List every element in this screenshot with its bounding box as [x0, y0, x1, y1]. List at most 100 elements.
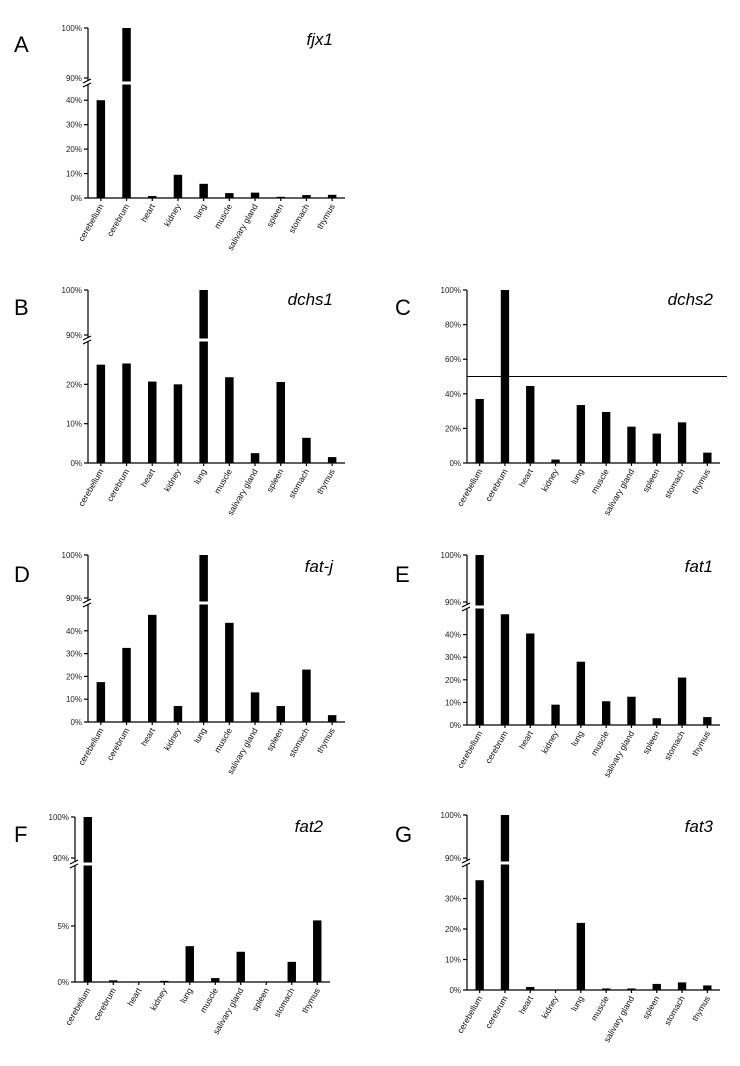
x-tick-label: cerebrum [483, 994, 510, 1030]
x-tick-label: stomach [662, 729, 687, 762]
y-tick-label: 30% [445, 653, 461, 662]
y-tick-label: 60% [445, 355, 461, 364]
y-tick-label: 20% [66, 380, 82, 389]
bar [601, 411, 611, 463]
y-tick-label: 20% [66, 672, 82, 681]
y-tick-label: 100% [62, 286, 82, 295]
x-tick-label: muscle [589, 994, 611, 1023]
x-tick-label: cerebrum [483, 467, 510, 503]
y-tick-label: 10% [66, 420, 82, 429]
axis-break-gap [463, 861, 471, 865]
bar [199, 608, 208, 722]
bar [652, 983, 661, 990]
x-tick-label: lung [192, 202, 209, 221]
y-tick-label: 40% [66, 96, 82, 105]
x-tick-label: heart [139, 725, 158, 747]
x-tick-label: thymus [300, 986, 322, 1015]
bar [83, 870, 92, 982]
y-tick-label: 0% [70, 718, 82, 727]
bar [526, 633, 535, 725]
x-tick-label: kidney [162, 466, 183, 493]
bar [185, 946, 194, 982]
bar [148, 614, 157, 722]
x-tick-label: stomach [286, 467, 311, 500]
axis-break-gap [71, 862, 79, 866]
panel-letter: A [14, 32, 29, 57]
bar [627, 696, 636, 725]
x-tick-label: cerebellum [455, 467, 484, 508]
x-tick-label: spleen [250, 986, 271, 1013]
x-tick-label: cerebellum [63, 986, 92, 1027]
bar [96, 100, 106, 198]
y-tick-label: 90% [66, 594, 82, 603]
bar [236, 951, 245, 982]
axis-break-mark [82, 82, 92, 88]
y-tick-label: 90% [66, 74, 82, 83]
x-tick-label: thymus [690, 467, 712, 496]
bar [327, 457, 337, 463]
bar [601, 701, 611, 725]
bar [677, 677, 687, 725]
y-tick-label: 0% [449, 459, 461, 468]
bar [225, 377, 234, 463]
bar [526, 386, 535, 463]
panel-letter: F [14, 822, 27, 847]
axis-break-mark [82, 335, 92, 341]
x-tick-label: muscle [212, 467, 234, 496]
bar [199, 183, 208, 198]
bar [160, 980, 169, 982]
x-tick-label: heart [125, 985, 144, 1007]
bar [173, 384, 183, 463]
bar [287, 961, 296, 982]
bar [327, 194, 337, 198]
x-tick-label: thymus [315, 726, 337, 755]
bar [211, 978, 220, 982]
bar [83, 817, 92, 858]
bar [327, 715, 337, 722]
x-tick-label: cerebellum [76, 467, 105, 508]
bar-break-line [82, 862, 93, 866]
bar [250, 692, 260, 722]
bar [652, 718, 661, 725]
bar-break-line [198, 338, 209, 342]
bar [627, 988, 636, 990]
y-tick-label: 100% [49, 813, 69, 822]
bar [551, 704, 560, 725]
y-tick-label: 100% [441, 551, 461, 560]
x-tick-label: stomach [662, 994, 687, 1027]
x-tick-label: cerebrum [105, 467, 132, 503]
y-tick-label: 10% [445, 698, 461, 707]
bar [500, 868, 510, 990]
x-tick-label: spleen [640, 729, 661, 756]
y-tick-label: 0% [57, 978, 69, 987]
y-tick-label: 10% [66, 695, 82, 704]
axis-break-gap [84, 81, 92, 85]
y-tick-label: 100% [62, 24, 82, 33]
x-tick-label: kidney [539, 728, 560, 755]
y-tick-label: 90% [66, 331, 82, 340]
bar [199, 345, 208, 463]
y-tick-label: 20% [445, 925, 461, 934]
y-tick-label: 30% [445, 895, 461, 904]
x-tick-label: lung [569, 729, 586, 748]
bar [500, 815, 510, 858]
y-tick-label: 100% [441, 811, 461, 820]
bar [652, 433, 661, 463]
x-tick-label: cerebrum [483, 729, 510, 765]
bar [551, 459, 560, 463]
y-tick-label: 0% [449, 986, 461, 995]
y-tick-label: 20% [445, 424, 461, 433]
x-tick-label: lung [569, 467, 586, 486]
y-tick-label: 30% [66, 121, 82, 130]
chart-title: fat-j [305, 557, 335, 576]
y-tick-label: 90% [445, 598, 461, 607]
x-tick-label: thymus [315, 467, 337, 496]
panel-letter: B [14, 295, 29, 320]
x-tick-label: muscle [198, 986, 220, 1015]
axis-break-gap [463, 605, 471, 609]
x-tick-label: lung [569, 994, 586, 1013]
